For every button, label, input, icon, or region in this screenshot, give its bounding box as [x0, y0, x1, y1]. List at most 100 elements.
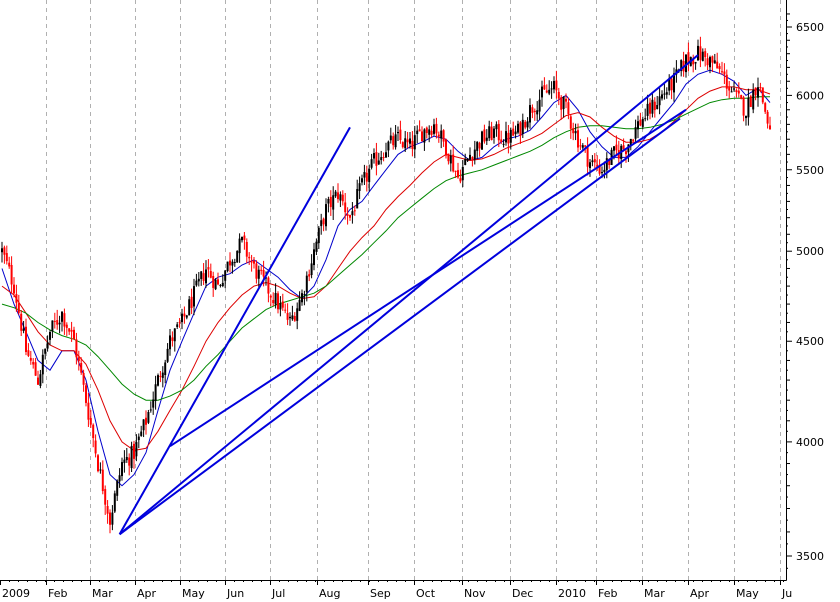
- candle-body: [20, 313, 23, 331]
- candle-body: [17, 303, 20, 313]
- candle-body: [752, 89, 755, 110]
- candle-body: [190, 296, 193, 308]
- candle-body: [188, 299, 191, 316]
- candle-body: [15, 294, 18, 303]
- candle-body: [164, 362, 167, 375]
- candle-body: [87, 402, 90, 420]
- candle-body: [277, 293, 279, 310]
- candle-body: [548, 89, 551, 94]
- candle-body: [34, 362, 37, 376]
- candle-body: [733, 88, 735, 90]
- candle-body: [413, 135, 416, 150]
- candle-body: [452, 154, 455, 172]
- candle-body: [761, 87, 764, 103]
- candle-body: [358, 183, 361, 191]
- candle-body: [142, 419, 145, 431]
- candle-body: [85, 385, 87, 403]
- candle-body: [445, 139, 447, 156]
- candle-body: [701, 51, 704, 61]
- candle-body: [440, 130, 443, 139]
- candle-body: [567, 102, 570, 115]
- candle-body: [406, 139, 409, 143]
- candle-body: [25, 326, 27, 352]
- candle-body: [70, 329, 73, 332]
- candle-body: [255, 263, 258, 279]
- candle-body: [10, 265, 13, 285]
- candle-body: [757, 87, 759, 98]
- candle-body: [735, 90, 738, 93]
- candle-body: [178, 322, 181, 324]
- candle-body: [77, 357, 80, 362]
- candle-body: [133, 443, 135, 459]
- candle-body: [711, 56, 714, 63]
- candle-body: [665, 92, 668, 95]
- candle-body: [509, 129, 512, 143]
- candle-body: [291, 315, 294, 320]
- candle-body: [32, 361, 35, 365]
- candle-body: [471, 157, 474, 161]
- candle-body: [565, 98, 567, 102]
- candle-body: [219, 284, 222, 286]
- candle-body: [668, 78, 671, 91]
- candle-body: [113, 493, 116, 512]
- x-tick-label: Aug: [319, 587, 340, 600]
- candle-body: [205, 269, 207, 284]
- trendline: [118, 54, 699, 536]
- candle-body: [418, 129, 421, 132]
- candle-body: [243, 235, 246, 240]
- candle-body: [589, 162, 591, 169]
- candle-body: [56, 320, 59, 325]
- candle-body: [349, 214, 351, 218]
- candle-body: [545, 90, 548, 93]
- x-tick-label: Ju: [781, 587, 792, 600]
- axis-layer: 3500 4000 4500 5000 5500 6000 6500 2009 Feb Mar Ap…: [0, 0, 824, 600]
- candle-body: [202, 273, 205, 281]
- candle-body: [697, 45, 699, 61]
- candle-body: [109, 512, 111, 525]
- candle-body: [478, 142, 481, 149]
- candle-body: [632, 139, 635, 142]
- candle-body: [713, 60, 716, 64]
- candle-body: [764, 103, 767, 112]
- x-tick-label: Feb: [598, 587, 617, 600]
- candle-body: [125, 456, 128, 461]
- candle-body: [519, 122, 522, 137]
- candle-body: [541, 86, 543, 98]
- x-tick-label: Dec: [512, 587, 533, 600]
- y-tick-label: 6500: [796, 21, 824, 34]
- candle-body: [608, 159, 611, 166]
- candle-body: [370, 159, 373, 168]
- candle-body: [27, 350, 30, 356]
- candle-body: [353, 210, 356, 212]
- candle-body: [236, 250, 239, 263]
- candle-body: [145, 417, 147, 425]
- candle-body: [685, 54, 687, 73]
- candle-body: [51, 320, 54, 332]
- candle-body: [212, 275, 215, 288]
- candle-body: [1, 248, 3, 253]
- candle-body: [253, 260, 255, 264]
- candle-body: [512, 128, 515, 136]
- candle-body: [709, 57, 711, 68]
- candle-body: [404, 138, 407, 149]
- candle-body: [505, 131, 507, 143]
- candle-body: [229, 260, 231, 266]
- candle-body: [135, 442, 138, 457]
- candle-body: [63, 313, 66, 327]
- x-tick-label: Apr: [690, 587, 710, 600]
- candle-body: [161, 372, 164, 378]
- candle-layer: [1, 36, 771, 534]
- candle-body: [425, 127, 428, 134]
- candle-body: [65, 324, 68, 328]
- candle-body: [128, 457, 131, 466]
- candle-body: [625, 151, 627, 155]
- candle-body: [377, 160, 380, 165]
- candle-body: [651, 99, 654, 114]
- candle-body: [430, 130, 433, 135]
- candle-body: [382, 156, 385, 158]
- candle-body: [92, 424, 95, 439]
- y-tick-label: 6000: [796, 89, 824, 102]
- candle-body: [493, 128, 495, 138]
- candle-body: [661, 94, 663, 99]
- candle-body: [380, 157, 383, 161]
